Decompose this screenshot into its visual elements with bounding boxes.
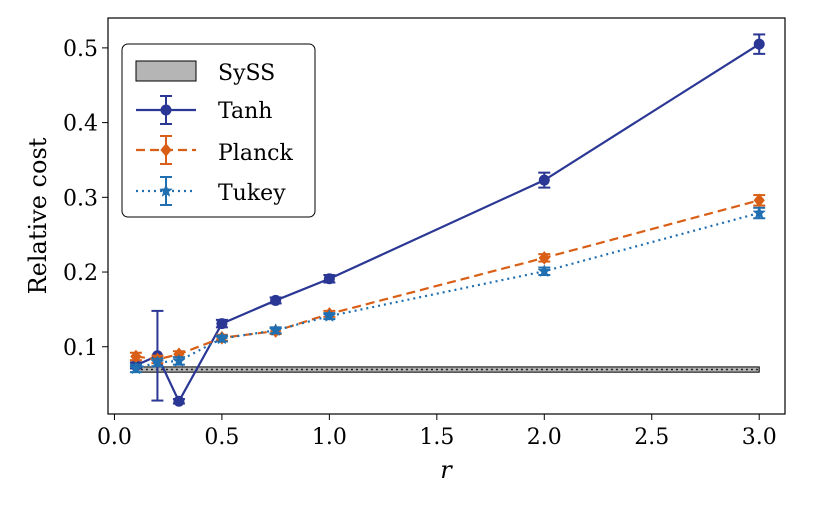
data-point-tanh bbox=[753, 38, 765, 50]
plot-frame bbox=[107, 17, 786, 415]
data-point-tukey bbox=[150, 355, 165, 369]
legend-label-syss: SySS bbox=[218, 61, 275, 86]
legend-marker-tukey bbox=[159, 183, 173, 197]
data-point-tanh bbox=[323, 273, 335, 285]
x-axis: 0.0 0.5 1.0 1.5 2.0 2.5 3.0 bbox=[97, 414, 777, 450]
plot-content bbox=[129, 33, 767, 407]
y-tick-label: 0.1 bbox=[63, 336, 98, 361]
legend-label-planck: Planck bbox=[218, 141, 293, 166]
series-line-planck bbox=[135, 199, 760, 361]
data-point-tanh bbox=[538, 174, 550, 186]
y-axis: 0.1 0.2 0.3 0.4 0.5 bbox=[63, 37, 108, 361]
legend: SySS Tanh Planck Tukey bbox=[121, 43, 316, 218]
data-point-tukey bbox=[215, 331, 229, 345]
data-point-tanh bbox=[270, 294, 282, 306]
legend-series bbox=[136, 95, 196, 206]
data-point-tanh bbox=[173, 395, 185, 407]
legend-label-tanh: Tanh bbox=[218, 99, 272, 124]
legend-marker-tanh bbox=[160, 104, 172, 116]
y-tick-label: 0.4 bbox=[63, 112, 98, 137]
legend-label-tukey: Tukey bbox=[218, 181, 286, 206]
legend-frame bbox=[121, 43, 316, 218]
data-point-tukey bbox=[268, 323, 283, 337]
legend-marker-planck bbox=[160, 143, 172, 157]
x-tick-label: 0.0 bbox=[97, 425, 132, 450]
data-point-tukey bbox=[537, 264, 552, 278]
y-axis-label: Relative cost bbox=[24, 137, 52, 294]
data-point-planck bbox=[538, 251, 550, 265]
y-tick-label: 0.2 bbox=[63, 261, 98, 286]
x-tick-label: 0.5 bbox=[204, 425, 239, 450]
legend-swatch-syss bbox=[135, 60, 197, 82]
x-tick-label: 2.5 bbox=[634, 425, 669, 450]
data-point-tukey bbox=[172, 353, 186, 367]
x-tick-label: 2.0 bbox=[527, 425, 562, 450]
x-tick-label: 3.0 bbox=[742, 425, 777, 450]
data-point-tukey bbox=[129, 361, 143, 375]
data-point-tanh bbox=[216, 318, 228, 330]
x-tick-label: 1.0 bbox=[312, 425, 347, 450]
series-tukey bbox=[129, 205, 767, 375]
x-axis-label: r bbox=[440, 456, 453, 484]
data-point-tukey bbox=[752, 205, 767, 219]
data-point-tukey bbox=[322, 308, 337, 322]
y-tick-label: 0.5 bbox=[63, 37, 98, 62]
y-tick-label: 0.3 bbox=[63, 186, 98, 211]
x-tick-label: 1.5 bbox=[419, 425, 454, 450]
